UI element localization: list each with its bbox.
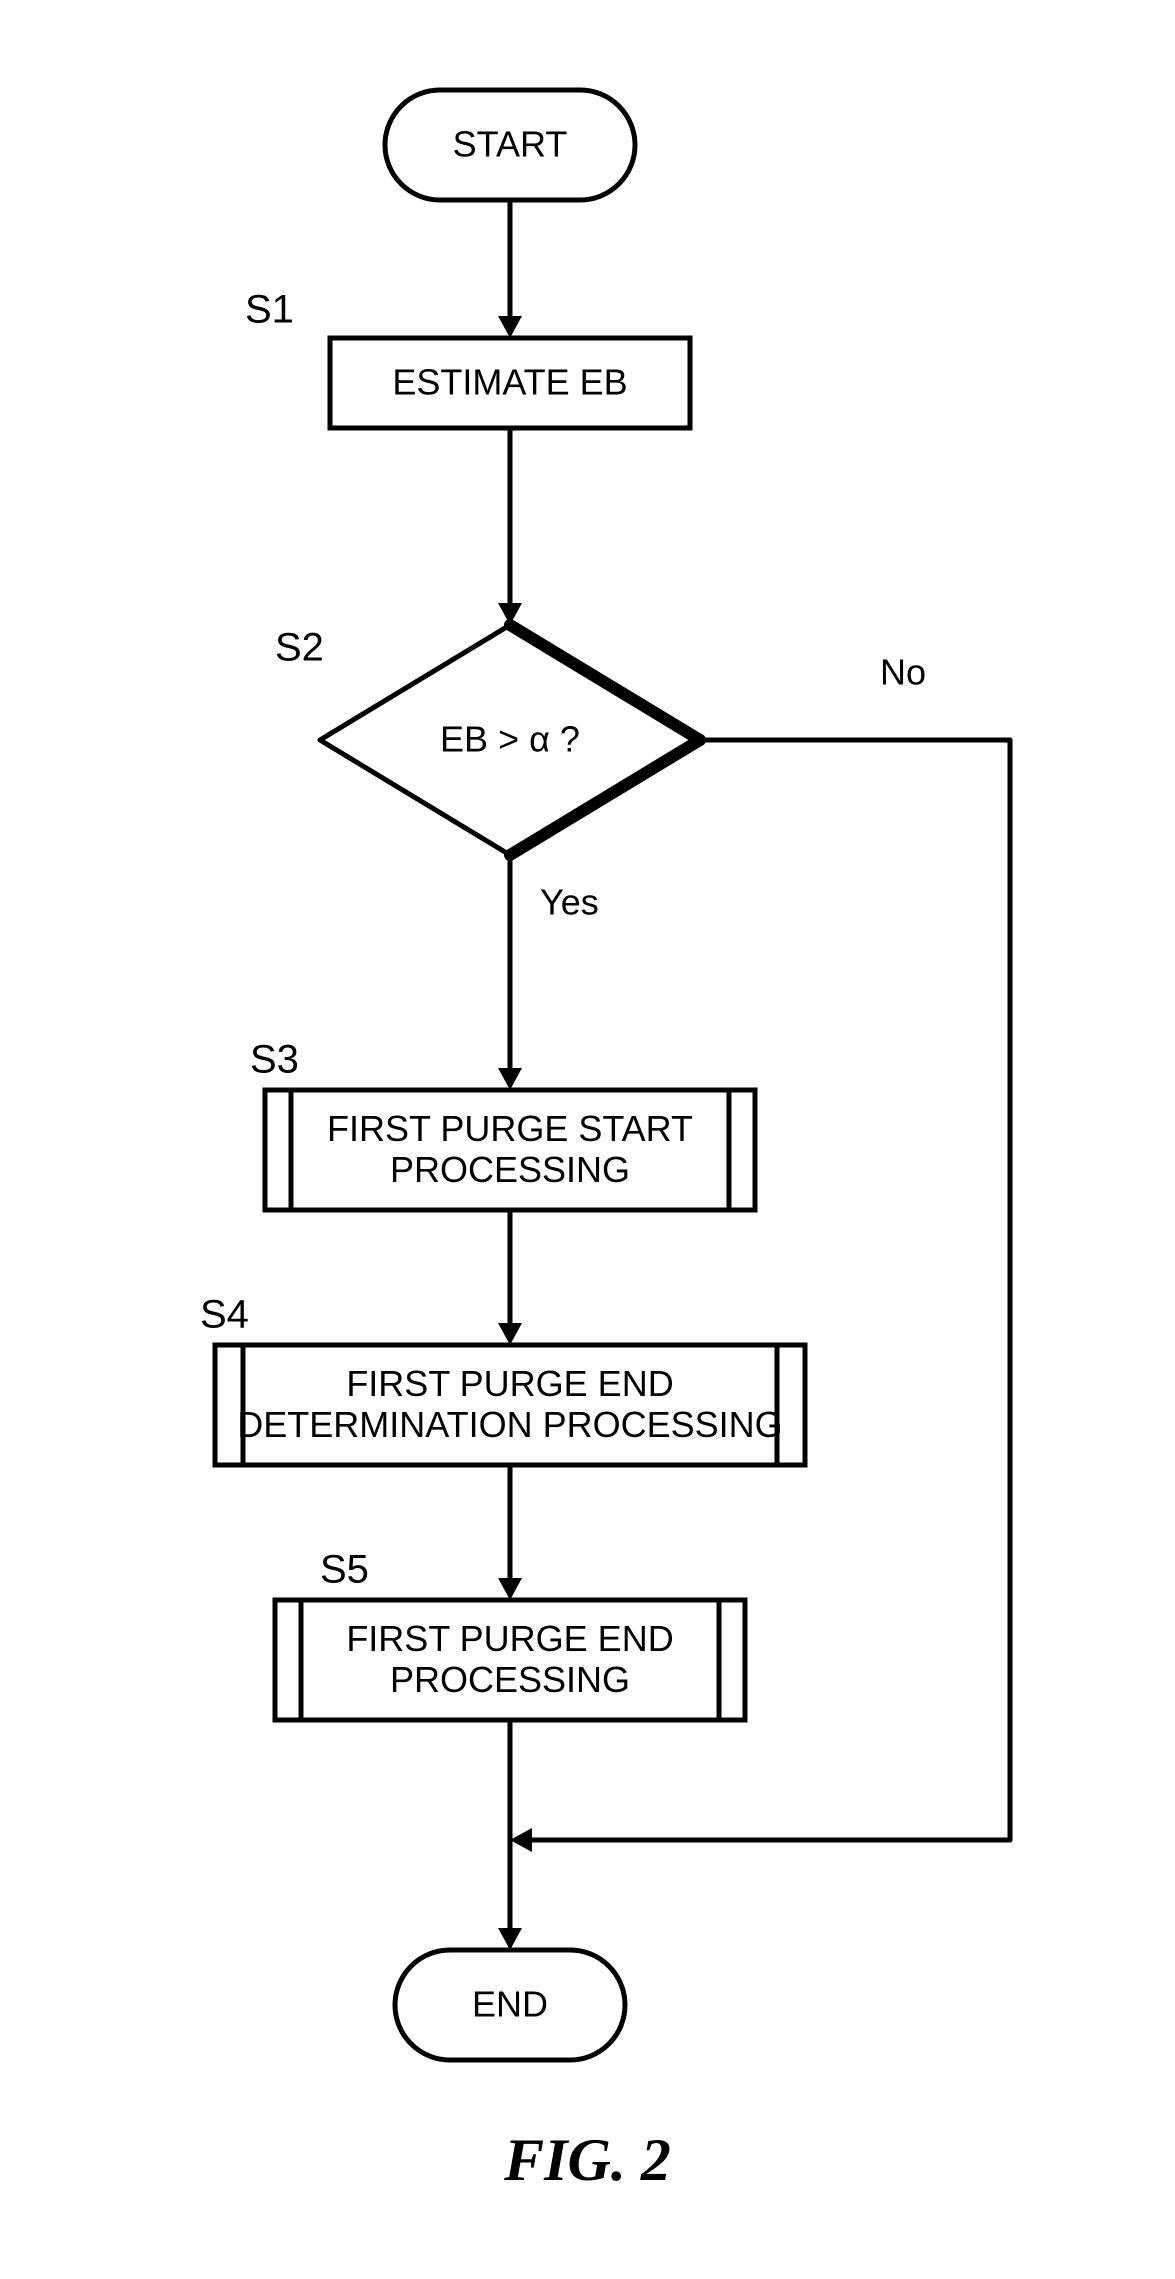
svg-text:FIRST PURGE START: FIRST PURGE START bbox=[327, 1108, 693, 1149]
arrow bbox=[498, 200, 522, 338]
svg-text:START: START bbox=[453, 124, 568, 165]
step-label-s3: S3 bbox=[250, 1038, 299, 1082]
step-label-s5: S5 bbox=[320, 1548, 369, 1592]
step-label-s4: S4 bbox=[200, 1293, 249, 1337]
arrow bbox=[498, 1210, 522, 1345]
svg-text:FIRST PURGE END: FIRST PURGE END bbox=[346, 1618, 673, 1659]
terminal-start: START bbox=[385, 90, 635, 200]
step-label-s1: S1 bbox=[245, 288, 294, 332]
svg-text:FIRST PURGE END: FIRST PURGE END bbox=[346, 1363, 673, 1404]
branch-label-yes: Yes bbox=[540, 882, 599, 923]
process-s1: ESTIMATE EB bbox=[330, 338, 690, 428]
arrow bbox=[498, 1465, 522, 1600]
terminal-end: END bbox=[395, 1950, 625, 2060]
process-s3: FIRST PURGE STARTPROCESSING bbox=[265, 1090, 755, 1210]
svg-text:END: END bbox=[472, 1984, 548, 2025]
step-label-s2: S2 bbox=[275, 626, 324, 670]
arrow bbox=[498, 428, 522, 625]
arrow bbox=[498, 1840, 522, 1950]
svg-text:EB > α ?: EB > α ? bbox=[440, 719, 580, 760]
process-s4: FIRST PURGE ENDDETERMINATION PROCESSING bbox=[215, 1345, 805, 1465]
process-s5: FIRST PURGE ENDPROCESSING bbox=[275, 1600, 745, 1720]
decision-s2: EB > α ? bbox=[320, 625, 700, 855]
figure-label: FIG. 2 bbox=[503, 2127, 671, 2193]
arrow bbox=[498, 855, 522, 1090]
svg-text:DETERMINATION PROCESSING: DETERMINATION PROCESSING bbox=[237, 1404, 782, 1445]
svg-text:PROCESSING: PROCESSING bbox=[390, 1659, 630, 1700]
svg-text:PROCESSING: PROCESSING bbox=[390, 1149, 630, 1190]
branch-label-no: No bbox=[880, 652, 926, 693]
svg-text:ESTIMATE EB: ESTIMATE EB bbox=[392, 362, 627, 403]
